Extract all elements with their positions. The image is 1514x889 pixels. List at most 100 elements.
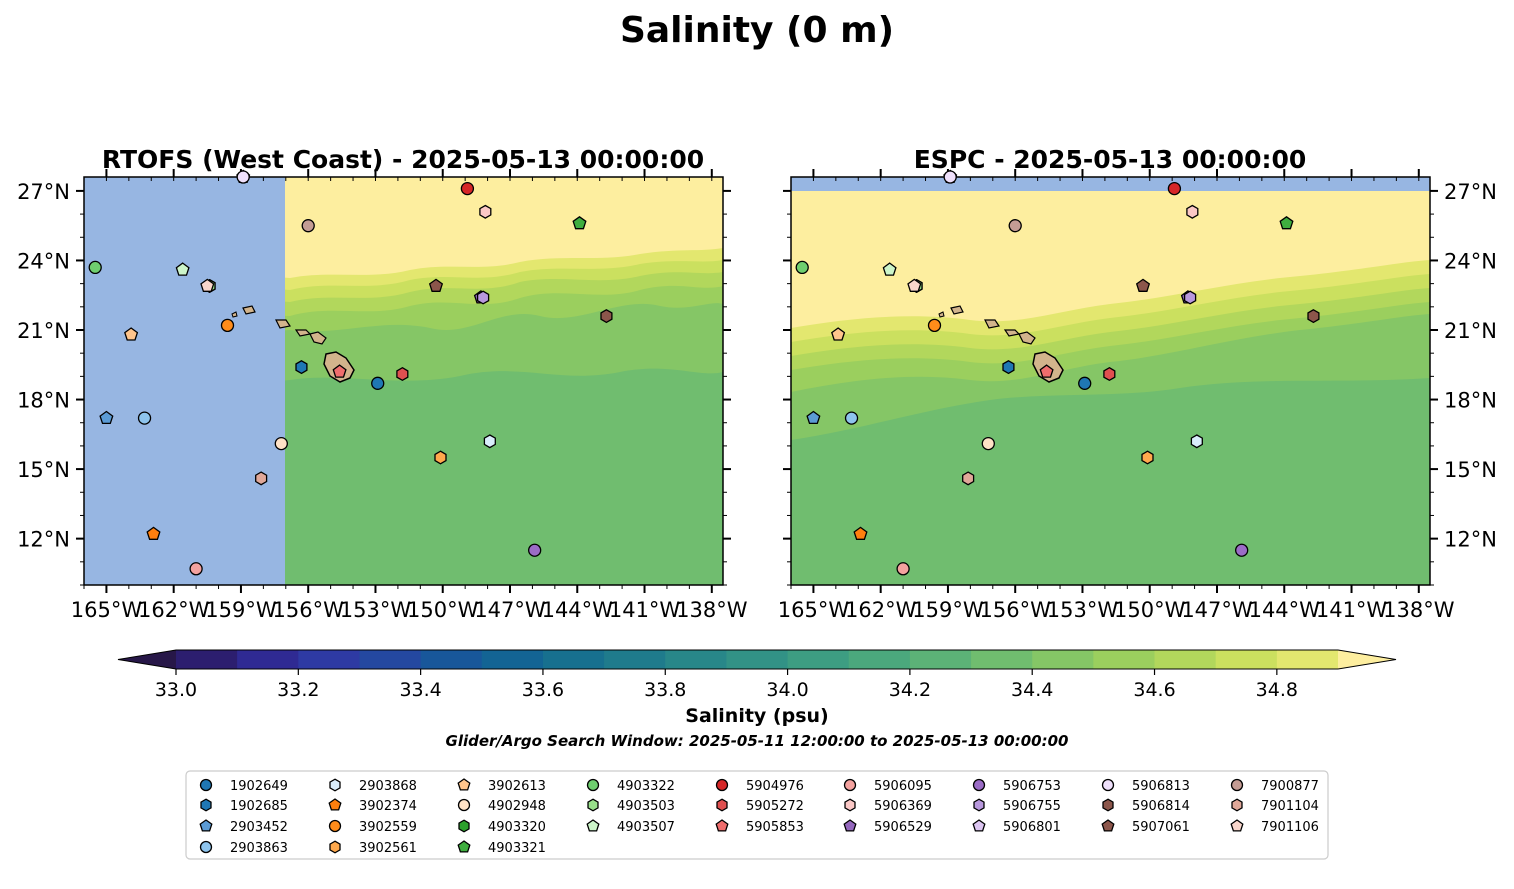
legend-label-5906369: 5906369 xyxy=(874,799,932,814)
rtofs-salinity-field xyxy=(84,177,723,585)
espc-lon-tick-label: 147°W xyxy=(1181,598,1253,622)
legend-marker-2903452 xyxy=(199,819,213,832)
rtofs-lon-tick-label: 150°W xyxy=(407,598,479,622)
rtofs-lon-tick-label: 156°W xyxy=(273,598,345,622)
espc-salinity-field xyxy=(791,177,1430,585)
float-marker-5906369 xyxy=(1186,204,1199,219)
espc-lon-tick-label: 138°W xyxy=(1383,598,1455,622)
float-marker-5904976 xyxy=(1167,181,1182,196)
espc-field-north xyxy=(791,177,1430,328)
colorbar-segment xyxy=(542,650,605,669)
legend-label-1902685: 1902685 xyxy=(230,799,288,814)
legend-marker-5906369 xyxy=(844,798,856,812)
legend-marker-3902613 xyxy=(457,778,471,791)
float-marker-4903322 xyxy=(795,260,809,275)
legend-frame xyxy=(185,770,1329,860)
legend-label-5906813: 5906813 xyxy=(1132,779,1190,794)
espc-no-data-region xyxy=(791,177,1430,191)
colorbar-tick-label: 34.0 xyxy=(766,679,808,701)
rtofs-island-niihau xyxy=(231,311,238,318)
float-legend: 1902649 1902685 2903452 2903863 2903868 39023… xyxy=(185,770,1329,860)
rtofs-lat-tick-label: 18°N xyxy=(17,389,70,413)
legend-marker-4903322 xyxy=(586,778,600,792)
legend-label-5904976: 5904976 xyxy=(746,779,804,794)
espc-island-niihau xyxy=(938,311,945,318)
espc-lon-tick-label: 162°W xyxy=(845,598,917,622)
legend-label-2903868: 2903868 xyxy=(359,779,417,794)
legend-marker-3902561 xyxy=(329,840,341,854)
float-marker-1902685 xyxy=(1002,360,1015,375)
colorbar-segment xyxy=(420,650,483,669)
espc-map-panel: ESPC - 2025-05-13 00:00:00 165°W162°W159… xyxy=(778,145,1497,622)
rtofs-lat-tick-label: 21°N xyxy=(17,319,70,343)
search-window-text: Glider/Argo Search Window: 2025-05-11 12… xyxy=(446,732,1069,750)
legend-marker-4903503 xyxy=(587,798,599,812)
rtofs-lon-tick-label: 162°W xyxy=(138,598,210,622)
rtofs-map-panel: RTOFS (West Coast) - 2025-05-13 00:00:00… xyxy=(17,145,748,622)
rtofs-lon-tick-label: 159°W xyxy=(205,598,277,622)
float-marker-5906753 xyxy=(528,543,542,557)
espc-island-molokai xyxy=(1003,329,1021,337)
float-marker-5907061 xyxy=(428,278,444,292)
colorbar-tick-label: 34.6 xyxy=(1133,679,1175,701)
legend-label-2903863: 2903863 xyxy=(230,841,288,856)
float-marker-3902374 xyxy=(853,526,868,540)
colorbar-segment xyxy=(848,650,911,669)
espc-lat-tick-label: 15°N xyxy=(1444,458,1497,482)
float-marker-5906814 xyxy=(1307,309,1320,324)
rtofs-lon-tick-label: 144°W xyxy=(542,598,614,622)
legend-label-5906095: 5906095 xyxy=(874,779,932,794)
legend-marker-5907061 xyxy=(1101,819,1115,832)
rtofs-lat-tick-label: 27°N xyxy=(17,180,70,204)
rtofs-lon-tick-label: 165°W xyxy=(71,598,143,622)
legend-marker-5906813 xyxy=(1101,778,1115,792)
espc-lon-tick-label: 156°W xyxy=(980,598,1052,622)
rtofs-lat-tick-label: 24°N xyxy=(17,249,70,273)
float-marker-5907061 xyxy=(1135,278,1151,292)
legend-marker-5906753 xyxy=(972,778,986,792)
espc-lon-tick-label: 153°W xyxy=(1047,598,1119,622)
colorbar-segment xyxy=(359,650,422,669)
float-marker-2903868 xyxy=(1190,434,1203,449)
colorbar-segment xyxy=(909,650,972,669)
rtofs-island-molokai xyxy=(294,329,312,337)
legend-entries: 1902649 1902685 2903452 2903863 2903868 39023… xyxy=(199,778,1319,856)
colorbar-segment xyxy=(1154,650,1217,669)
espc-lat-tick-label: 12°N xyxy=(1444,528,1497,552)
float-marker-4903322 xyxy=(88,260,102,275)
colorbar-tick-label: 33.6 xyxy=(522,679,564,701)
colorbar-color-segments xyxy=(176,650,1339,669)
float-marker-5905272 xyxy=(1103,366,1116,382)
colorbar-segment xyxy=(481,650,544,669)
float-marker-3902561 xyxy=(1141,450,1154,465)
float-marker-5906813 xyxy=(236,170,250,184)
rtofs-island-kauai xyxy=(242,305,256,315)
legend-marker-2903863 xyxy=(199,840,213,854)
legend-marker-1902649 xyxy=(199,778,213,792)
espc-lat-tick-label: 18°N xyxy=(1444,389,1497,413)
float-marker-2903868 xyxy=(483,434,496,449)
rtofs-lon-tick-label: 141°W xyxy=(609,598,681,622)
float-marker-5905272 xyxy=(396,366,409,382)
legend-marker-2903868 xyxy=(329,778,341,792)
legend-label-7901104: 7901104 xyxy=(1261,799,1319,814)
float-marker-1902685 xyxy=(295,360,308,375)
legend-label-4903322: 4903322 xyxy=(617,779,675,794)
float-marker-3902559 xyxy=(927,318,942,333)
float-marker-2903863 xyxy=(137,411,152,425)
legend-label-4903320: 4903320 xyxy=(488,820,546,835)
colorbar-extend-under-triangle xyxy=(118,650,176,669)
colorbar-tick-label: 33.0 xyxy=(155,679,197,701)
float-marker-3902559 xyxy=(220,318,235,333)
float-marker-5905853 xyxy=(1039,364,1054,378)
espc-map-frame xyxy=(790,176,1431,586)
colorbar-segment xyxy=(726,650,789,669)
float-marker-7900877 xyxy=(1008,219,1022,233)
legend-marker-4903321 xyxy=(457,840,471,853)
float-marker-2903863 xyxy=(844,411,859,425)
colorbar-segment xyxy=(1215,650,1278,669)
float-marker-7900877 xyxy=(301,219,315,233)
colorbar-tick-label: 34.2 xyxy=(889,679,931,701)
legend-marker-5906801 xyxy=(972,819,986,832)
